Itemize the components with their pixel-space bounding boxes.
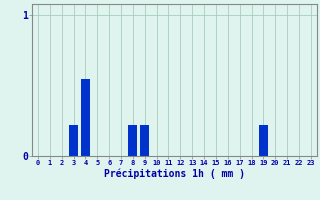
Bar: [140, 125, 149, 156]
Bar: [69, 125, 78, 156]
X-axis label: Précipitations 1h ( mm ): Précipitations 1h ( mm ): [104, 169, 245, 179]
Bar: [81, 79, 90, 156]
Bar: [259, 125, 268, 156]
Bar: [128, 125, 137, 156]
